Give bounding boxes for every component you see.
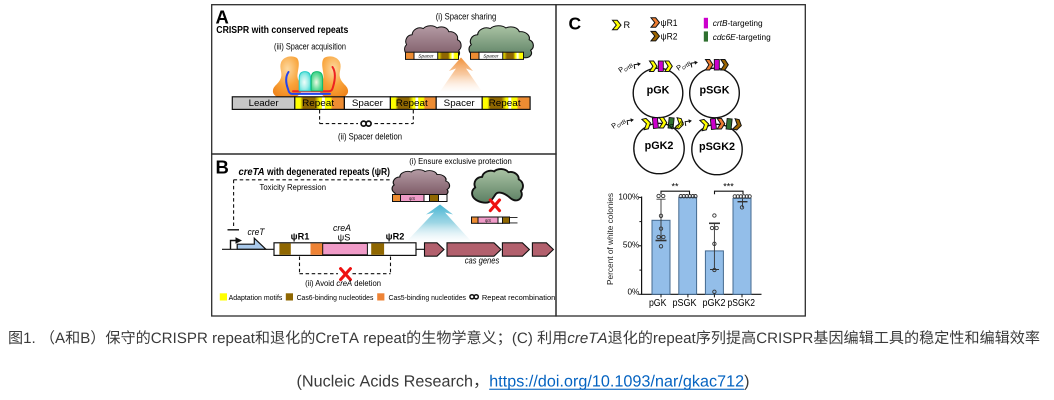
svg-text:ψS: ψS <box>338 232 351 242</box>
svg-text:Spacer: Spacer <box>418 54 434 60</box>
svg-text:pSGK: pSGK <box>700 85 730 97</box>
svg-text:pGK2: pGK2 <box>703 298 726 309</box>
svg-text:pSGK2: pSGK2 <box>728 298 756 309</box>
svg-text:Repeat: Repeat <box>396 98 428 108</box>
svg-text:Adaptation motifs: Adaptation motifs <box>229 293 283 302</box>
svg-text:P: P <box>609 120 618 130</box>
svg-text:pGK2: pGK2 <box>645 140 674 152</box>
svg-text:Repeat: Repeat <box>302 98 334 108</box>
svg-text:cdc6E-targeting: cdc6E-targeting <box>713 32 771 42</box>
svg-text:Spacer: Spacer <box>444 98 475 108</box>
svg-text:Percent of white colonies: Percent of white colonies <box>606 193 615 285</box>
svg-text:Spacer: Spacer <box>352 98 383 108</box>
svg-text:0%: 0% <box>627 288 639 297</box>
svg-text:creT: creT <box>248 227 266 237</box>
svg-text:ψR2: ψR2 <box>661 32 678 42</box>
svg-text:pGK: pGK <box>647 85 670 97</box>
svg-text:***: *** <box>723 181 734 191</box>
svg-text:(ii) Spacer deletion: (ii) Spacer deletion <box>338 131 402 141</box>
svg-text:ψR1: ψR1 <box>661 18 678 28</box>
svg-text:crtB: crtB <box>674 120 686 131</box>
svg-text:B: B <box>216 157 229 178</box>
svg-text:Cas5-binding nucleotides: Cas5-binding nucleotides <box>389 293 467 302</box>
svg-text:ψR2: ψR2 <box>386 232 405 242</box>
svg-text:P: P <box>616 64 625 74</box>
svg-text:crtB: crtB <box>623 63 635 74</box>
svg-text:pGK: pGK <box>649 298 667 309</box>
svg-text:(i) Ensure exclusive protectio: (i) Ensure exclusive protection <box>409 156 512 166</box>
svg-text:Cas6-binding nucleotides: Cas6-binding nucleotides <box>297 293 374 302</box>
svg-text:A: A <box>216 7 229 28</box>
svg-text:with degenerated repeats (ψR): with degenerated repeats (ψR) <box>266 167 390 178</box>
svg-text:Spacer: Spacer <box>483 54 499 60</box>
svg-text:R: R <box>624 20 631 30</box>
svg-text:Leader: Leader <box>249 98 279 108</box>
svg-text:cas genes: cas genes <box>465 255 500 265</box>
svg-text:ψS: ψS <box>485 218 491 223</box>
svg-text:crtB: crtB <box>681 61 693 72</box>
svg-text:50%: 50% <box>623 241 639 250</box>
svg-text:Toxicity Repression: Toxicity Repression <box>260 182 327 192</box>
svg-text:ψR1: ψR1 <box>291 232 310 242</box>
svg-text:P: P <box>674 62 683 72</box>
svg-text:(ii) Avoid creA deletion: (ii) Avoid creA deletion <box>305 278 381 288</box>
svg-text:pSGK: pSGK <box>673 298 697 309</box>
svg-text:**: ** <box>671 181 679 191</box>
svg-text:Repeat: Repeat <box>489 98 521 108</box>
svg-text:creA: creA <box>333 223 351 233</box>
svg-text:100%: 100% <box>618 192 639 201</box>
svg-text:(iii) Spacer acquisition: (iii) Spacer acquisition <box>274 42 346 52</box>
svg-text:CRISPR with conserved repeats: CRISPR with conserved repeats <box>216 25 348 36</box>
svg-text:Repeat recombination: Repeat recombination <box>482 293 555 302</box>
svg-text:C: C <box>569 14 582 34</box>
svg-text:pSGK2: pSGK2 <box>699 141 735 153</box>
svg-text:(i) Spacer sharing: (i) Spacer sharing <box>436 12 497 22</box>
svg-text:P: P <box>667 121 676 131</box>
svg-text:crtB-targeting: crtB-targeting <box>713 18 763 28</box>
svg-text:creTA: creTA <box>239 167 265 178</box>
svg-text:crtB: crtB <box>616 119 628 130</box>
svg-text:ψS: ψS <box>409 196 415 201</box>
